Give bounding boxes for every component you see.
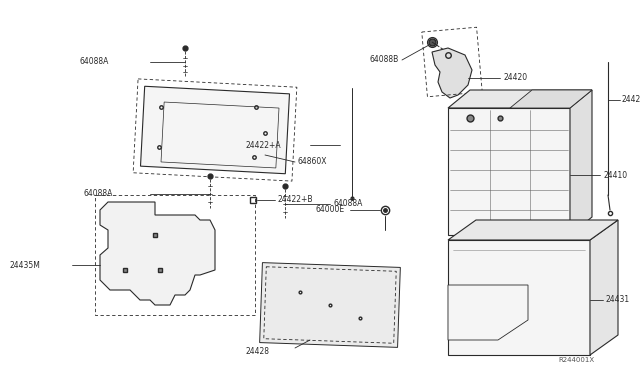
Text: 24422+A: 24422+A — [245, 141, 280, 150]
Text: 64000E: 64000E — [315, 205, 344, 215]
Text: 24420: 24420 — [503, 74, 527, 83]
Text: 64860X: 64860X — [297, 157, 326, 167]
Polygon shape — [510, 90, 592, 108]
Polygon shape — [448, 90, 592, 108]
Polygon shape — [448, 240, 590, 355]
Polygon shape — [448, 220, 618, 240]
Text: 24435M: 24435M — [10, 260, 41, 269]
Polygon shape — [570, 90, 592, 235]
Text: 24410: 24410 — [603, 170, 627, 180]
Text: R244001X: R244001X — [558, 357, 594, 363]
Polygon shape — [448, 285, 528, 340]
Polygon shape — [100, 202, 215, 305]
Text: 24431: 24431 — [606, 295, 630, 305]
Polygon shape — [448, 108, 570, 235]
Text: 64088A: 64088A — [83, 189, 113, 199]
Text: 64088B: 64088B — [370, 55, 399, 64]
Text: 64088A: 64088A — [80, 58, 109, 67]
Polygon shape — [141, 86, 289, 174]
Polygon shape — [260, 263, 401, 347]
Text: 24422+B: 24422+B — [278, 196, 314, 205]
Polygon shape — [590, 220, 618, 355]
Text: 24422: 24422 — [622, 96, 640, 105]
Text: 24428: 24428 — [245, 346, 269, 356]
Polygon shape — [432, 48, 472, 98]
Text: 64088A: 64088A — [333, 199, 362, 208]
